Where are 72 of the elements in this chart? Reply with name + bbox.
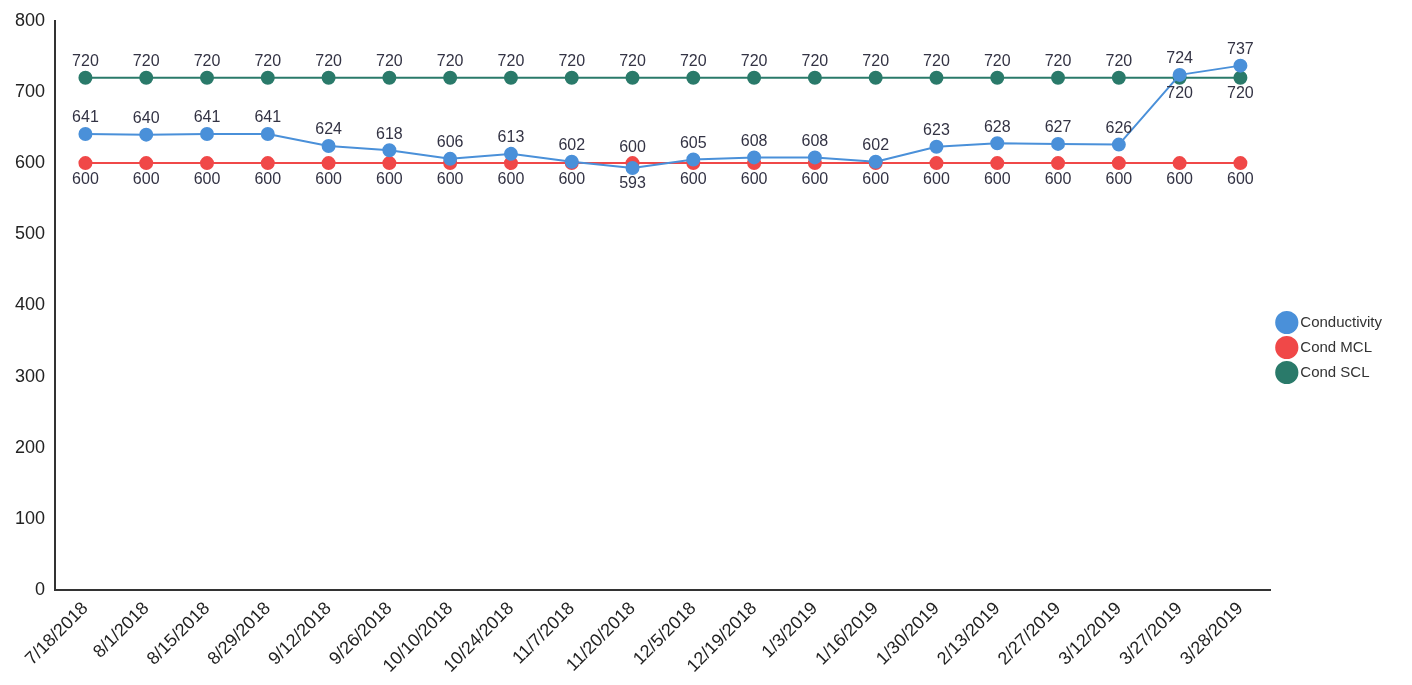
data-label: 600 (436, 169, 464, 187)
data-label: 641 (193, 108, 221, 126)
data-label: 720 (497, 52, 525, 70)
data-label: 720 (1227, 84, 1254, 102)
data-label: 600 (679, 169, 707, 187)
data-label: 600 (740, 169, 768, 187)
data-label: 720 (132, 52, 160, 70)
data-label: 720 (376, 52, 403, 70)
y-tick-label: 400 (14, 294, 46, 315)
data-label: 602 (558, 136, 586, 154)
data-label: 720 (862, 52, 890, 70)
data-label: 600 (497, 169, 525, 187)
y-tick-label: 700 (14, 80, 46, 101)
data-label: 628 (983, 117, 1011, 135)
data-label: 600 (862, 169, 890, 187)
data-label: 720 (923, 52, 950, 70)
y-tick-label: 600 (14, 152, 46, 173)
y-tick-label: 0 (35, 578, 46, 599)
data-label: 608 (740, 131, 768, 149)
data-label: 720 (193, 52, 221, 70)
data-label: 640 (132, 109, 160, 127)
data-label: 600 (801, 169, 829, 187)
y-tick-label: 100 (14, 507, 46, 528)
y-tick-label: 500 (14, 223, 46, 244)
data-label: 737 (1227, 40, 1254, 58)
data-label: 624 (315, 120, 343, 138)
data-label: 602 (862, 136, 890, 154)
data-label: 720 (1166, 84, 1194, 102)
data-label: 720 (801, 52, 829, 70)
y-tick-label: 200 (14, 436, 46, 457)
data-label: 720 (1105, 52, 1133, 70)
data-label: 724 (1166, 49, 1194, 67)
data-label: 608 (801, 131, 829, 149)
legend-label: Cond MCL (1300, 337, 1372, 355)
data-label: 720 (315, 52, 343, 70)
data-label: 606 (436, 133, 464, 151)
data-label: 627 (1044, 118, 1072, 136)
legend-label: Cond SCL (1300, 362, 1370, 380)
data-label: 600 (558, 169, 586, 187)
y-tick-label: 300 (14, 365, 46, 386)
data-label: 626 (1105, 119, 1133, 137)
data-label: 600 (1227, 169, 1254, 187)
data-label: 641 (72, 108, 99, 126)
data-label: 600 (619, 137, 646, 155)
data-label: 720 (679, 52, 707, 70)
data-label: 720 (1044, 52, 1072, 70)
data-label: 641 (254, 108, 282, 126)
data-label: 720 (436, 52, 464, 70)
data-label: 600 (132, 169, 160, 187)
data-label: 600 (1166, 169, 1194, 187)
data-label: 593 (619, 174, 646, 192)
data-label: 605 (679, 133, 707, 151)
data-label: 600 (983, 169, 1011, 187)
data-label: 600 (315, 169, 343, 187)
data-label: 613 (497, 128, 525, 146)
data-label: 618 (376, 124, 403, 142)
data-label: 600 (1105, 169, 1133, 187)
data-label: 720 (619, 52, 646, 70)
data-label: 600 (72, 169, 99, 187)
legend-label: Conductivity (1300, 312, 1383, 330)
y-tick-label: 800 (14, 9, 46, 30)
data-label: 720 (558, 52, 586, 70)
data-label: 720 (254, 52, 282, 70)
data-label: 720 (72, 52, 99, 70)
data-label: 600 (1044, 169, 1072, 187)
data-label: 600 (376, 169, 403, 187)
data-label: 623 (923, 121, 950, 139)
data-label: 600 (923, 169, 950, 187)
data-label: 600 (193, 169, 221, 187)
data-label: 720 (740, 52, 768, 70)
data-label: 720 (983, 52, 1011, 70)
data-label: 600 (254, 169, 282, 187)
